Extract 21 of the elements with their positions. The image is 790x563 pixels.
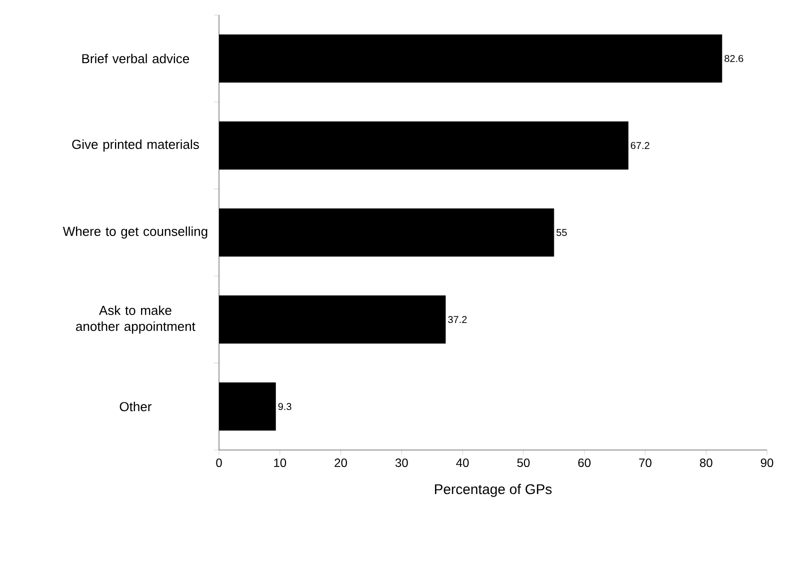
data-label: 82.6 <box>724 54 744 62</box>
x-tick-label: 50 <box>517 458 530 468</box>
x-tick-label: 60 <box>578 458 591 468</box>
y-tick-label: Other <box>120 402 152 412</box>
x-tick-label: 0 <box>216 458 222 468</box>
data-label: 37.2 <box>448 316 467 324</box>
data-label: 67.2 <box>630 142 650 150</box>
x-tick-label: 10 <box>274 458 286 468</box>
x-tick-label: 80 <box>700 458 712 468</box>
x-tick-label: 90 <box>760 458 774 468</box>
data-label: 9.3 <box>278 402 292 410</box>
x-tick-label: 40 <box>456 458 469 468</box>
x-tick-label: 20 <box>334 458 347 468</box>
y-tick-label: Give printed materials <box>72 139 199 152</box>
y-tick-label: Brief verbal advice <box>82 54 190 64</box>
y-tick-label: Ask to make another appointment <box>76 305 196 334</box>
data-label: 55 <box>556 229 567 236</box>
x-tick-label: 70 <box>639 458 652 468</box>
x-axis-title: Percentage of GPs <box>435 484 552 497</box>
y-tick-label: Where to get counselling <box>62 226 208 239</box>
x-tick-label: 30 <box>395 458 408 468</box>
